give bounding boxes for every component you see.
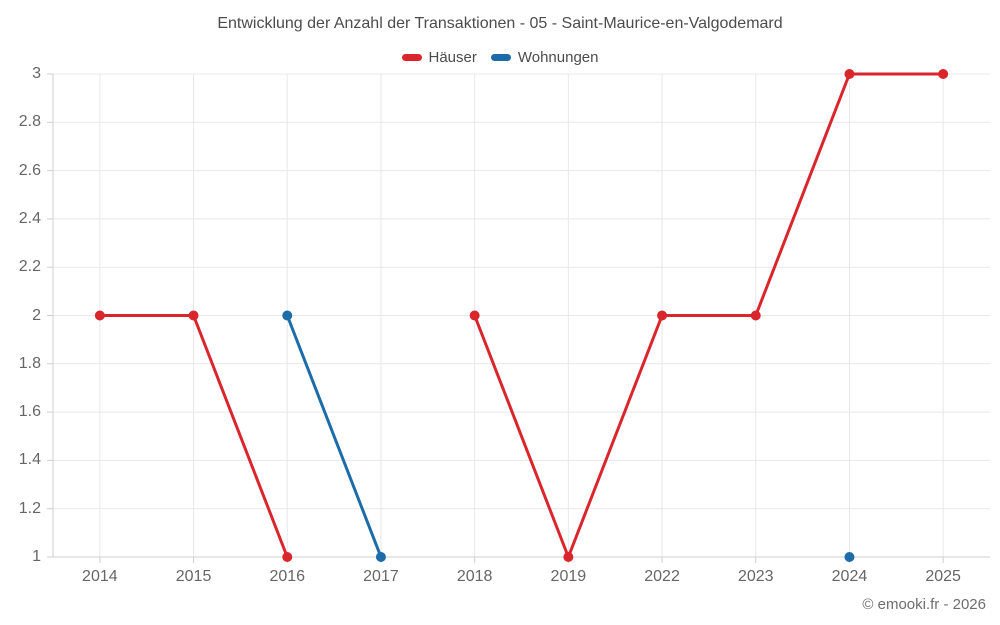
legend-label-hauser: Häuser	[428, 48, 477, 66]
y-tick-label: 1.4	[18, 451, 41, 469]
data-point-wohnungen[interactable]	[375, 552, 386, 562]
x-tick-label: 2022	[644, 568, 680, 585]
x-tick-label: 2023	[737, 568, 774, 585]
y-tick-label: 1.6	[18, 403, 41, 421]
series-line-hauser	[473, 72, 945, 559]
y-tick-label: 2.8	[18, 113, 41, 131]
x-tick-label: 2018	[456, 568, 493, 585]
x-tick-label: 2025	[925, 568, 961, 585]
data-point-hauser[interactable]	[844, 69, 855, 79]
series-line-wohnungen	[285, 314, 383, 559]
y-tick-label: 2.4	[18, 209, 41, 227]
x-tick-label: 2019	[550, 568, 587, 585]
y-tick-label: 2.2	[18, 258, 41, 276]
x-tick-label: 2015	[175, 568, 212, 585]
data-point-hauser[interactable]	[750, 310, 761, 321]
legend-swatch-wohnungen	[490, 53, 511, 61]
y-tick-label: 2.6	[18, 161, 41, 179]
legend: Häuser Wohnungen	[0, 47, 1000, 67]
x-tick-label: 2024	[831, 568, 868, 585]
y-tick-label: 3	[32, 65, 41, 82]
x-tick-label: 2017	[363, 568, 399, 585]
x-tick-label: 2014	[82, 568, 118, 585]
data-point-hauser[interactable]	[563, 552, 574, 562]
legend-item-wohnungen[interactable]: Wohnungen	[490, 48, 599, 66]
data-point-hauser[interactable]	[469, 310, 480, 321]
y-tick-label: 1.2	[18, 499, 41, 517]
legend-swatch-hauser	[401, 53, 422, 61]
data-point-hauser[interactable]	[282, 552, 293, 562]
legend-label-wohnungen: Wohnungen	[517, 48, 599, 66]
data-point-hauser[interactable]	[938, 69, 949, 79]
data-point-hauser[interactable]	[94, 310, 105, 321]
y-tick-label: 1.8	[18, 354, 41, 372]
x-tick-label: 2016	[269, 568, 306, 585]
data-point-wohnungen[interactable]	[282, 310, 293, 321]
copyright: © emooki.fr - 2026	[862, 596, 986, 613]
data-point-hauser[interactable]	[188, 310, 199, 321]
data-point-hauser[interactable]	[657, 310, 668, 321]
data-point-wohnungen[interactable]	[844, 552, 855, 562]
legend-item-hauser[interactable]: Häuser	[401, 48, 477, 66]
y-tick-label: 2	[32, 306, 41, 324]
y-tick-label: 1	[32, 548, 41, 565]
chart-title: Entwicklung der Anzahl der Transaktionen…	[217, 15, 783, 32]
